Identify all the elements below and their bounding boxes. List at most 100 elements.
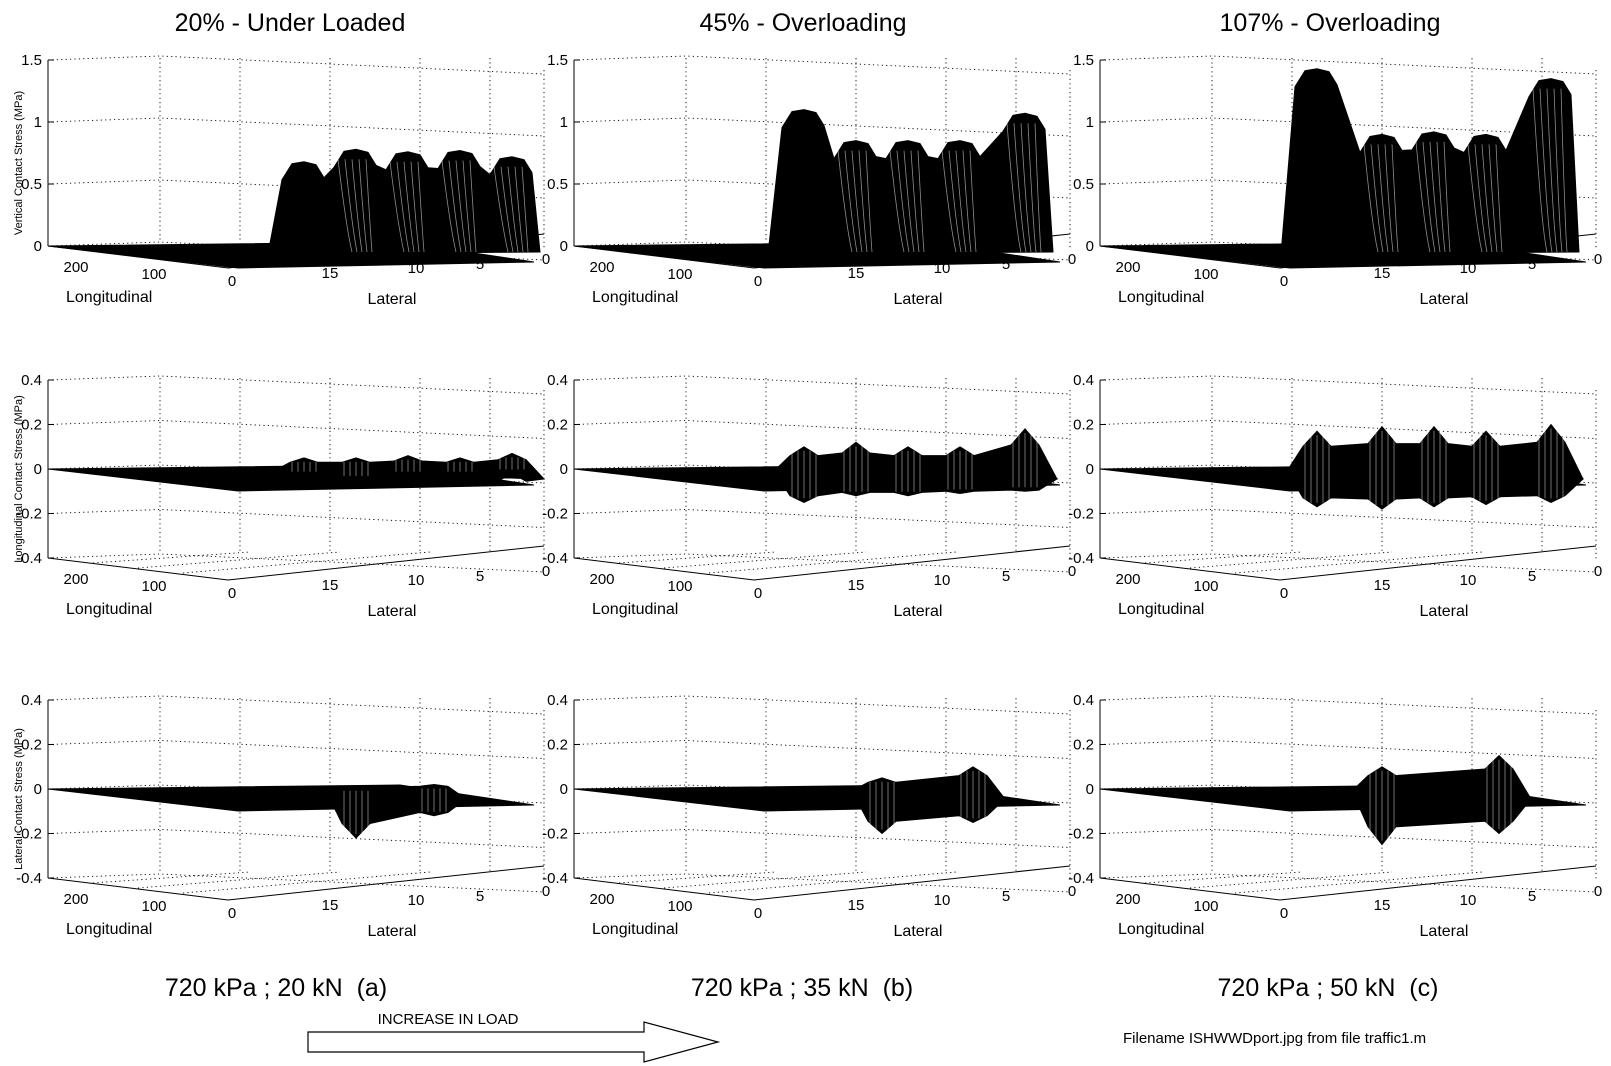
- y-tick-label: 5: [1528, 888, 1536, 905]
- mesh-line: [396, 161, 410, 253]
- z-tick-label: 0.4: [1073, 372, 1094, 389]
- mesh-line: [865, 150, 873, 253]
- grid-line: [1189, 871, 1393, 889]
- grid-line: [47, 55, 545, 75]
- y-tick-label: 15: [1374, 577, 1391, 594]
- negative-stress-surface: [1351, 790, 1533, 846]
- z-axis-label: Vertical Contact Stress (MPa): [13, 91, 25, 235]
- mesh-line: [962, 150, 972, 253]
- mesh-line: [351, 159, 363, 253]
- grid-line: [47, 420, 545, 439]
- x-tick-label: 0: [1280, 905, 1288, 922]
- z-tick-label: 0.2: [21, 737, 42, 754]
- grid-line: [47, 695, 545, 715]
- lateral-axis: [227, 865, 545, 901]
- z-axis-label: Lateral Contact Stress (MPa): [13, 728, 25, 870]
- mesh-line: [417, 161, 425, 253]
- vertical-stress-surface: [767, 109, 1054, 255]
- y-tick-label: 0: [1068, 563, 1076, 580]
- grid-line: [1099, 553, 1597, 573]
- y-tick-label: 10: [1460, 572, 1477, 589]
- lateral-axis-label: Lateral: [894, 291, 943, 308]
- y-tick-label: 0: [1068, 883, 1076, 900]
- x-tick-label: 200: [1115, 259, 1140, 276]
- mesh-line: [403, 161, 415, 253]
- z-tick-label: -0.4: [16, 550, 42, 567]
- z-tick-label: -0.2: [542, 506, 568, 523]
- x-tick-label: 0: [228, 273, 236, 290]
- mesh-line: [1027, 123, 1037, 253]
- lateral-axis: [753, 545, 1071, 581]
- z-tick-label: 0: [560, 781, 568, 798]
- grid-line: [573, 420, 1071, 439]
- grid-line: [1099, 740, 1597, 759]
- y-tick-label: 5: [1528, 568, 1536, 585]
- mesh-line: [500, 166, 514, 253]
- grid-line: [573, 55, 1071, 75]
- y-tick-label: 5: [476, 888, 484, 905]
- grid-line: [573, 375, 1071, 395]
- mesh-line: [851, 150, 863, 253]
- z-tick-label: 1: [1086, 114, 1094, 131]
- grid-line: [1234, 551, 1483, 574]
- mesh-line: [837, 150, 853, 253]
- mesh-line: [462, 160, 472, 253]
- condition-label-c: 720 kPa ; 50 kN (c): [1218, 974, 1439, 1002]
- arrow-label: INCREASE IN LOAD: [378, 1011, 519, 1028]
- longitudinal-axis-label: Longitudinal: [1118, 601, 1204, 618]
- x-tick-label: 0: [754, 273, 762, 290]
- z-tick-label: 1.5: [547, 52, 568, 69]
- x-tick-label: 200: [589, 259, 614, 276]
- z-tick-label: 1: [560, 114, 568, 131]
- mesh-line: [1006, 123, 1022, 253]
- mesh-line: [1020, 123, 1032, 253]
- longitudinal-axis-label: Longitudinal: [592, 289, 678, 306]
- grid-line: [47, 117, 545, 137]
- z-tick-label: 0.2: [21, 417, 42, 434]
- panel-c-2: 0.4 0.2 0 -0.2 -0.4 200 100 0 15 10 5 0 Longitudinal…: [1068, 372, 1602, 620]
- negative-stress-surface: [272, 470, 545, 486]
- mesh-line: [1467, 144, 1483, 253]
- x-tick-label: 200: [63, 891, 88, 908]
- mesh-line: [441, 160, 457, 253]
- mesh-line: [844, 150, 858, 253]
- z-tick-label: -0.2: [1068, 506, 1094, 523]
- mesh-line: [469, 160, 477, 253]
- z-tick-label: 0.2: [547, 417, 568, 434]
- x-tick-label: 100: [1193, 898, 1218, 915]
- mesh-line: [1034, 123, 1042, 253]
- x-tick-label: 100: [141, 898, 166, 915]
- x-tick-label: 100: [141, 266, 166, 283]
- negative-stress-surface: [851, 790, 1007, 835]
- lateral-axis-label: Lateral: [368, 603, 417, 620]
- longitudinal-axis-label: Longitudinal: [592, 921, 678, 938]
- panel-b-3: 0.4 0.2 0 -0.2 -0.4 200 100 0 15 10 5 0 Longitudinal…: [542, 692, 1076, 940]
- lateral-axis: [227, 545, 545, 581]
- y-tick-label: 0: [1068, 251, 1076, 268]
- mesh-line: [1495, 144, 1503, 253]
- mesh-line: [903, 150, 915, 253]
- mesh-line: [917, 150, 925, 253]
- longitudinal-axis-label: Longitudinal: [66, 921, 152, 938]
- y-tick-label: 5: [1002, 568, 1010, 585]
- mesh-line: [1546, 88, 1558, 253]
- longitudinal-axis: [47, 877, 229, 901]
- longitudinal-axis-label: Longitudinal: [66, 601, 152, 618]
- mesh-line: [1429, 141, 1441, 253]
- mesh-line: [910, 150, 920, 253]
- grid-line: [708, 871, 957, 894]
- z-tick-label: 0: [34, 781, 42, 798]
- y-tick-label: 5: [476, 256, 484, 273]
- grid-line: [182, 871, 431, 894]
- y-tick-label: 0: [542, 883, 550, 900]
- y-tick-label: 10: [408, 892, 425, 909]
- y-tick-label: 10: [408, 572, 425, 589]
- lateral-axis-label: Lateral: [1420, 291, 1469, 308]
- mesh-line: [1532, 88, 1548, 253]
- grid-line: [663, 871, 867, 889]
- longitudinal-axis-label: Longitudinal: [592, 601, 678, 618]
- mesh-line: [1488, 144, 1498, 253]
- mesh-line: [1370, 144, 1384, 253]
- x-tick-label: 200: [1115, 571, 1140, 588]
